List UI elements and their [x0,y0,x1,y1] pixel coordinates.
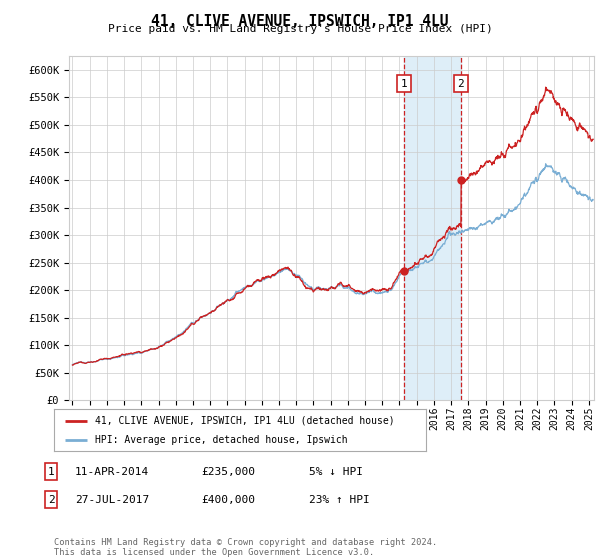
Text: 41, CLIVE AVENUE, IPSWICH, IP1 4LU: 41, CLIVE AVENUE, IPSWICH, IP1 4LU [151,14,449,29]
Text: £400,000: £400,000 [201,494,255,505]
Text: 1: 1 [47,466,55,477]
Bar [404,56,461,400]
Text: 2: 2 [458,78,464,88]
Text: 41, CLIVE AVENUE, IPSWICH, IP1 4LU (detached house): 41, CLIVE AVENUE, IPSWICH, IP1 4LU (deta… [95,416,395,426]
Text: £235,000: £235,000 [201,466,255,477]
Text: Price paid vs. HM Land Registry's House Price Index (HPI): Price paid vs. HM Land Registry's House … [107,24,493,34]
Text: 5% ↓ HPI: 5% ↓ HPI [309,466,363,477]
Text: HPI: Average price, detached house, Ipswich: HPI: Average price, detached house, Ipsw… [95,435,347,445]
Text: 11-APR-2014: 11-APR-2014 [75,466,149,477]
Text: Contains HM Land Registry data © Crown copyright and database right 2024.
This d: Contains HM Land Registry data © Crown c… [54,538,437,557]
Text: 1: 1 [401,78,407,88]
Text: 2: 2 [47,494,55,505]
Text: 27-JUL-2017: 27-JUL-2017 [75,494,149,505]
Text: 23% ↑ HPI: 23% ↑ HPI [309,494,370,505]
